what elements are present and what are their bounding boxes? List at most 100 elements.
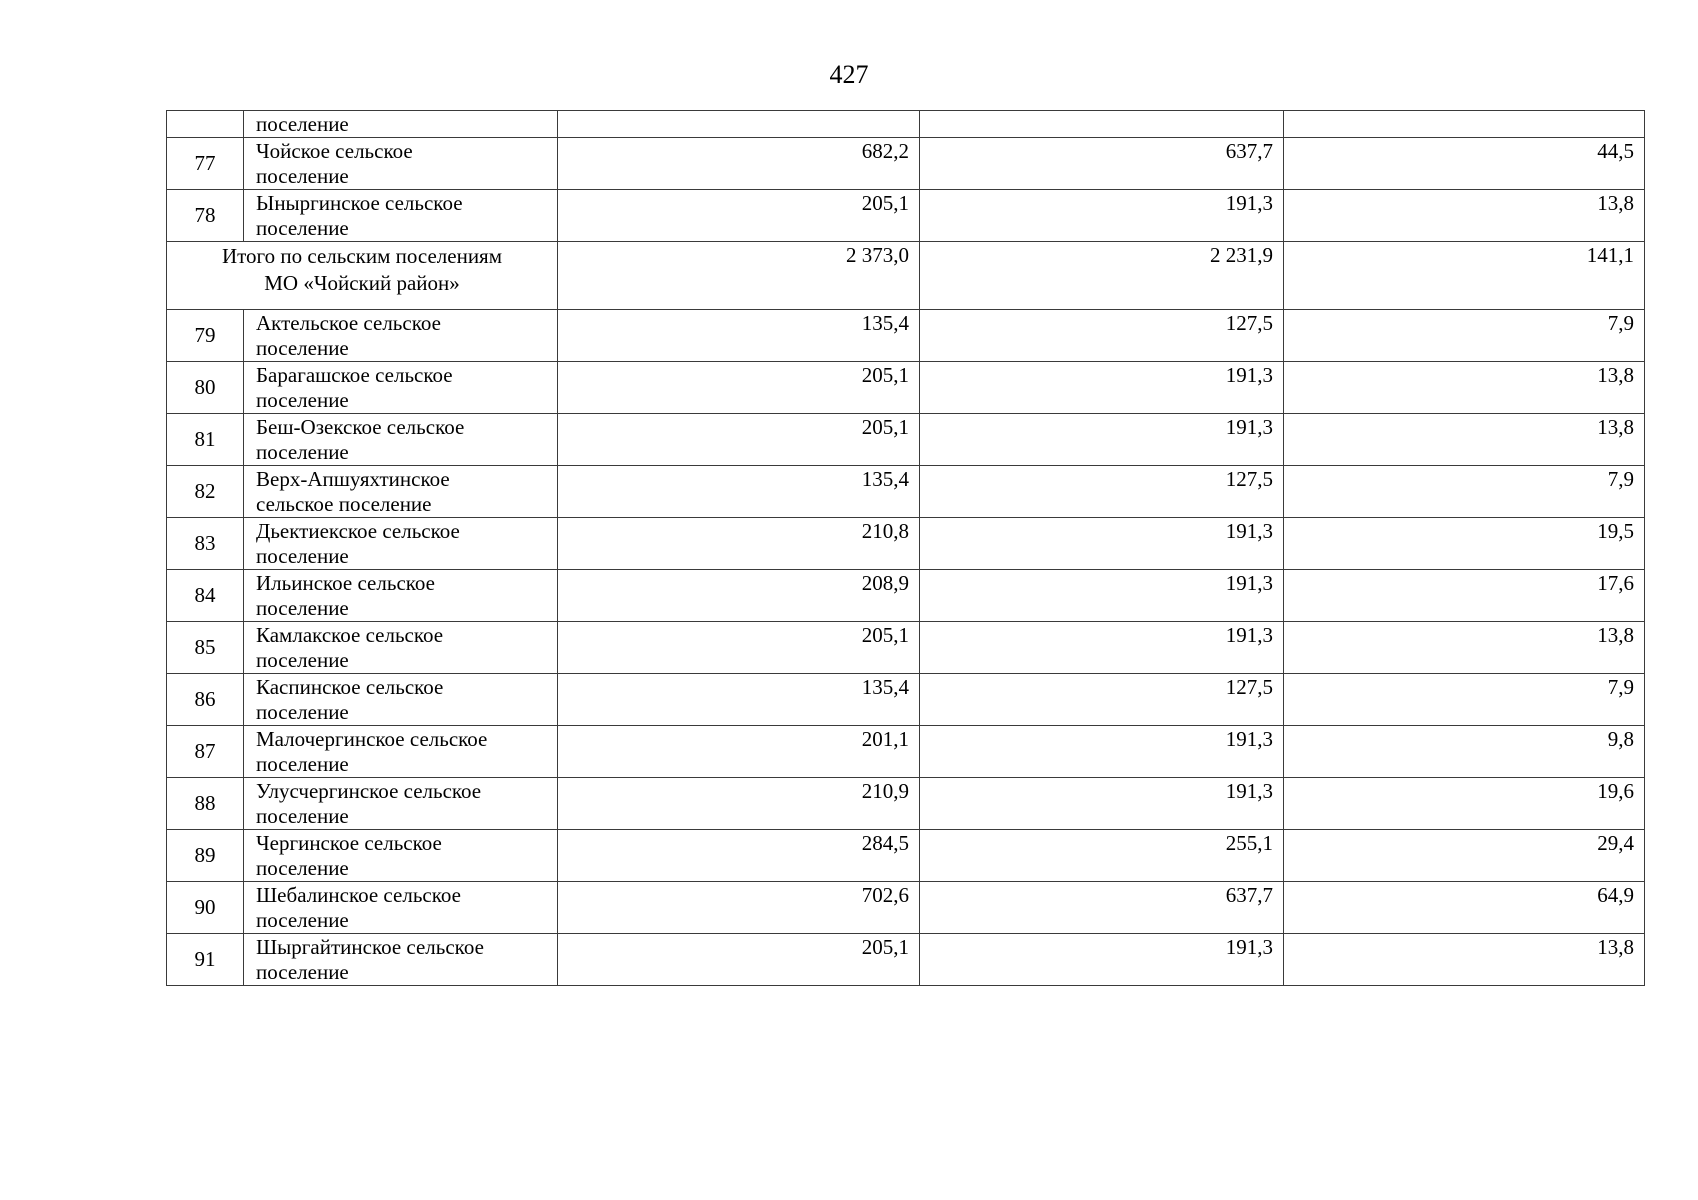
row-number: 82	[166, 465, 244, 518]
row-number: 79	[166, 309, 244, 362]
row-number: 89	[166, 829, 244, 882]
value-1: 702,6	[557, 881, 920, 934]
value-3: 7,9	[1283, 309, 1645, 362]
row-number: 90	[166, 881, 244, 934]
value-1: 284,5	[557, 829, 920, 882]
value-1: 682,2	[557, 137, 920, 190]
settlement-name: Ыныргинское сельское поселение	[243, 189, 558, 242]
total-value-2: 2 231,9	[919, 241, 1284, 310]
value-2	[919, 110, 1284, 138]
table-row-partial: поселение	[166, 110, 1645, 138]
table-row: 81 Беш-Озекское сельское поселение 205,1 19…	[166, 413, 1645, 466]
settlements-table: поселение 77 Чойское сельское поселение 682…	[166, 110, 1645, 986]
value-1: 135,4	[557, 465, 920, 518]
value-1: 205,1	[557, 413, 920, 466]
table-row: 88 Улусчергинское сельское поселение 210,9…	[166, 777, 1645, 830]
settlement-name: Шыргайтинское сельское поселение	[243, 933, 558, 986]
settlement-name: Шебалинское сельское поселение	[243, 881, 558, 934]
value-3: 17,6	[1283, 569, 1645, 622]
row-number: 78	[166, 189, 244, 242]
settlement-name: Беш-Озекское сельское поселение	[243, 413, 558, 466]
value-1: 205,1	[557, 621, 920, 674]
value-3: 19,6	[1283, 777, 1645, 830]
table-row: 84 Ильинское сельское поселение 208,9 191,3…	[166, 569, 1645, 622]
value-3: 44,5	[1283, 137, 1645, 190]
row-number: 91	[166, 933, 244, 986]
value-3: 13,8	[1283, 413, 1645, 466]
settlement-name: Улусчергинское сельское поселение	[243, 777, 558, 830]
row-number: 85	[166, 621, 244, 674]
total-value-3: 141,1	[1283, 241, 1645, 310]
settlement-name: Дьектиекское сельское поселение	[243, 517, 558, 570]
row-number: 83	[166, 517, 244, 570]
value-1: 205,1	[557, 933, 920, 986]
value-2: 127,5	[919, 673, 1284, 726]
value-3: 13,8	[1283, 933, 1645, 986]
total-label: Итого по сельским поселениям МО «Чойский…	[166, 241, 558, 310]
settlement-name: Камлакское сельское поселение	[243, 621, 558, 674]
value-2: 191,3	[919, 621, 1284, 674]
value-1: 205,1	[557, 361, 920, 414]
value-1: 210,9	[557, 777, 920, 830]
table-row: 86 Каспинское сельское поселение 135,4 127,…	[166, 673, 1645, 726]
value-3	[1283, 110, 1645, 138]
row-number: 77	[166, 137, 244, 190]
value-3: 7,9	[1283, 465, 1645, 518]
row-number: 80	[166, 361, 244, 414]
value-2: 191,3	[919, 777, 1284, 830]
settlement-name: Каспинское сельское поселение	[243, 673, 558, 726]
value-2: 191,3	[919, 517, 1284, 570]
table-row: 79 Актельское сельское поселение 135,4 127,…	[166, 309, 1645, 362]
table-row: 77 Чойское сельское поселение 682,2 637,7 44…	[166, 137, 1645, 190]
total-row: Итого по сельским поселениям МО «Чойский…	[166, 241, 1645, 310]
table-row: 80 Барагашское сельское поселение 205,1 191…	[166, 361, 1645, 414]
row-number: 81	[166, 413, 244, 466]
value-2: 191,3	[919, 361, 1284, 414]
value-3: 13,8	[1283, 189, 1645, 242]
value-1: 208,9	[557, 569, 920, 622]
value-2: 127,5	[919, 465, 1284, 518]
value-1: 205,1	[557, 189, 920, 242]
row-number: 88	[166, 777, 244, 830]
value-2: 127,5	[919, 309, 1284, 362]
value-2: 191,3	[919, 933, 1284, 986]
value-2: 637,7	[919, 881, 1284, 934]
value-2: 255,1	[919, 829, 1284, 882]
table-row: 83 Дьектиекское сельское поселение 210,8 19…	[166, 517, 1645, 570]
value-1: 135,4	[557, 673, 920, 726]
value-2: 637,7	[919, 137, 1284, 190]
value-2: 191,3	[919, 189, 1284, 242]
value-2: 191,3	[919, 413, 1284, 466]
total-value-1: 2 373,0	[557, 241, 920, 310]
settlement-name: Актельское сельское поселение	[243, 309, 558, 362]
table-row: 87 Малочергинское сельское поселение 201,1…	[166, 725, 1645, 778]
row-number: 87	[166, 725, 244, 778]
table-row: 89 Чергинское сельское поселение 284,5 255,…	[166, 829, 1645, 882]
row-number: 84	[166, 569, 244, 622]
settlement-name: поселение	[243, 110, 558, 138]
value-3: 13,8	[1283, 361, 1645, 414]
value-1: 201,1	[557, 725, 920, 778]
value-1: 135,4	[557, 309, 920, 362]
settlement-name: Чойское сельское поселение	[243, 137, 558, 190]
settlement-name: Малочергинское сельское поселение	[243, 725, 558, 778]
value-3: 13,8	[1283, 621, 1645, 674]
settlement-name: Барагашское сельское поселение	[243, 361, 558, 414]
page-number: 427	[829, 60, 869, 89]
value-3: 7,9	[1283, 673, 1645, 726]
value-2: 191,3	[919, 569, 1284, 622]
value-3: 64,9	[1283, 881, 1645, 934]
settlement-name: Чергинское сельское поселение	[243, 829, 558, 882]
settlement-name: Ильинское сельское поселение	[243, 569, 558, 622]
settlements-table-body: поселение 77 Чойское сельское поселение 682…	[166, 110, 1645, 986]
value-2: 191,3	[919, 725, 1284, 778]
table-row: 82 Верх-Апшуяхтинское сельское поселение 1…	[166, 465, 1645, 518]
value-3: 9,8	[1283, 725, 1645, 778]
table-row: 91 Шыргайтинское сельское поселение 205,1 1…	[166, 933, 1645, 986]
value-1	[557, 110, 920, 138]
value-3: 29,4	[1283, 829, 1645, 882]
settlement-name: Верх-Апшуяхтинское сельское поселение	[243, 465, 558, 518]
value-1: 210,8	[557, 517, 920, 570]
value-3: 19,5	[1283, 517, 1645, 570]
